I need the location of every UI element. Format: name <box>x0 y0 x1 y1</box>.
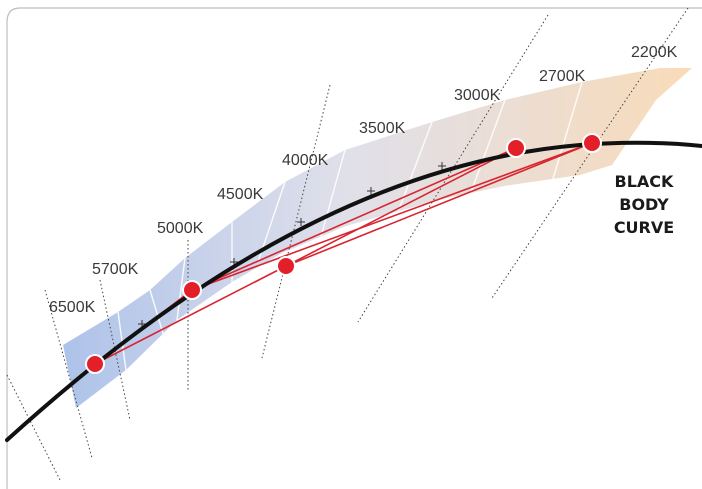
measurement-points <box>85 133 602 374</box>
measurement-point <box>276 256 296 276</box>
cct-label-2200k: 2200K <box>631 44 678 61</box>
cct-label-3500k: 3500K <box>359 120 406 137</box>
cct-label-6500k: 6500K <box>49 299 96 316</box>
curve-label-line-1: BLACK <box>615 172 675 191</box>
cct-label-4500k: 4500K <box>217 186 264 203</box>
isotherm-line-6500k <box>44 289 93 459</box>
tolerance-band <box>63 68 692 408</box>
measurement-point <box>582 133 602 153</box>
isotherm-line-4000k <box>261 84 331 359</box>
measurement-point <box>182 280 202 300</box>
cct-label-4000k: 4000K <box>282 152 329 169</box>
measurement-point <box>506 138 526 158</box>
curve-label-line-2: BODY <box>619 195 669 214</box>
isotherm-lines <box>6 7 689 481</box>
connector-lines <box>94 142 593 365</box>
cct-label-5700k: 5700K <box>92 261 139 278</box>
isotherm-line-edge <box>6 374 61 481</box>
panel-frame <box>6 7 702 489</box>
cct-label-2700k: 2700K <box>539 68 586 85</box>
black-body-curve <box>5 140 702 442</box>
measurement-point <box>85 354 105 374</box>
cct-label-5000k: 5000K <box>157 220 204 237</box>
curve-label-line-3: CURVE <box>614 218 674 237</box>
cct-label-3000k: 3000K <box>454 87 501 104</box>
